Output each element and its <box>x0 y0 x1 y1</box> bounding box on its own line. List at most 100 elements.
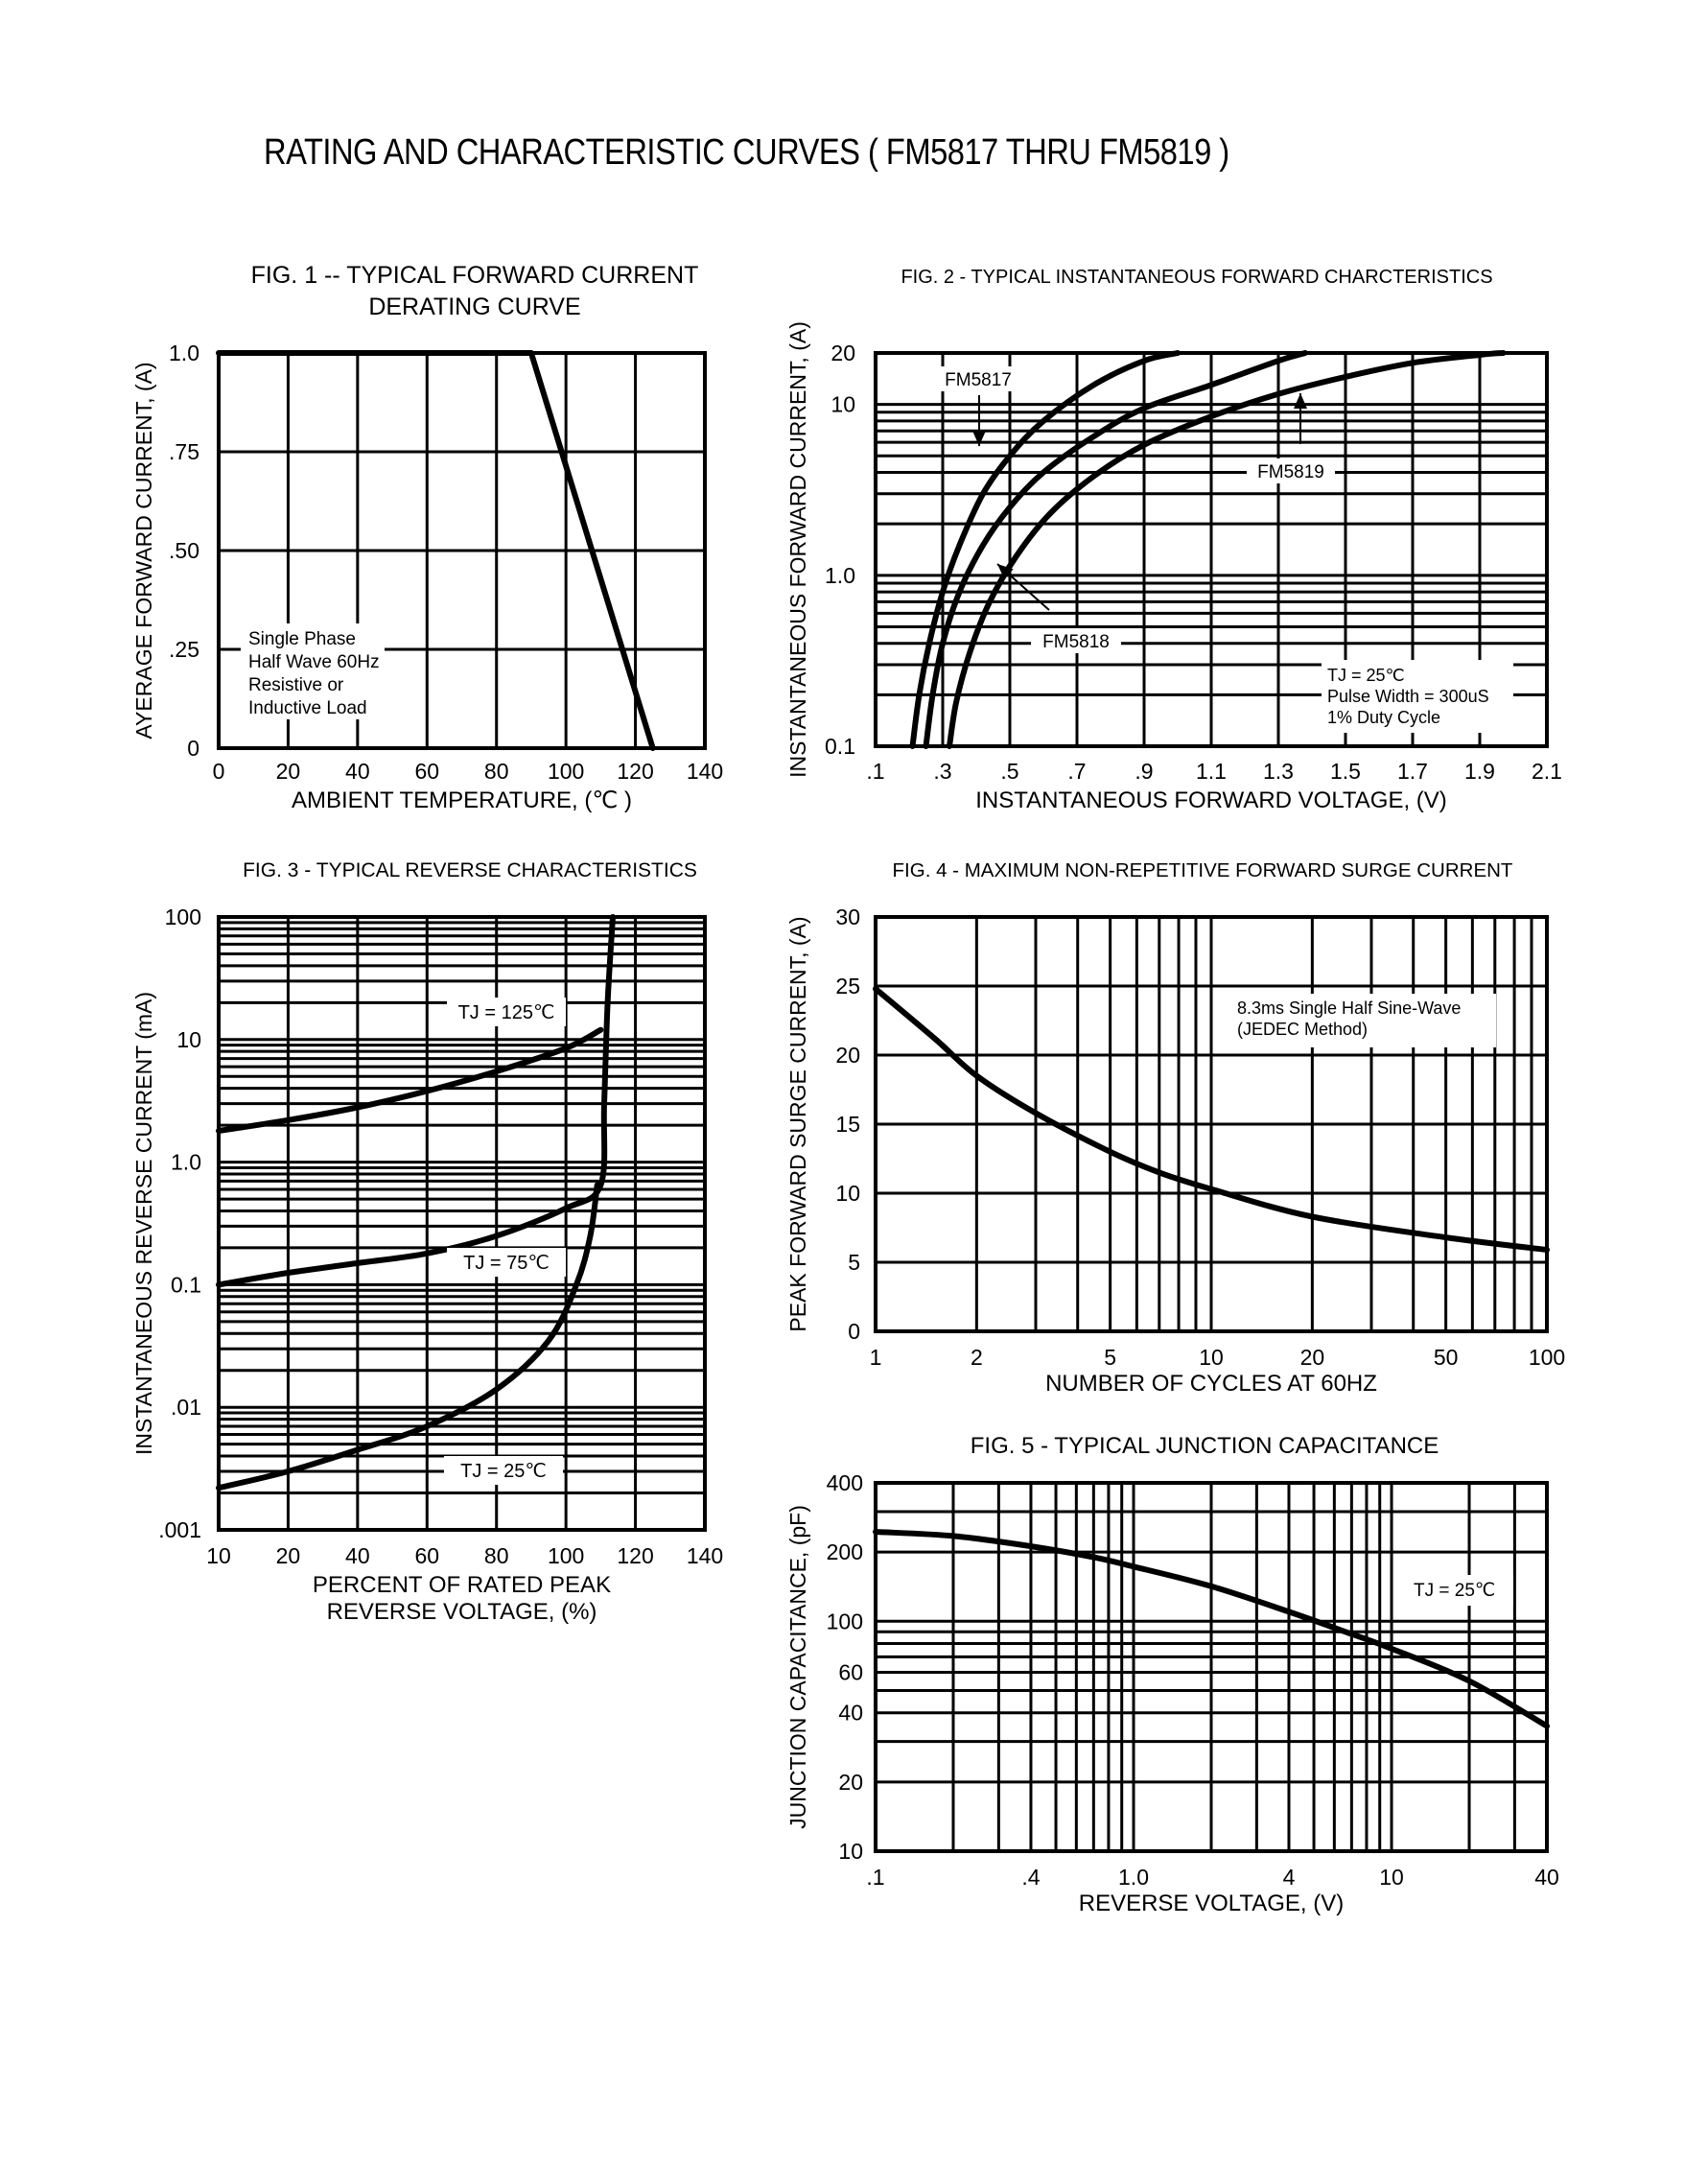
y-tick-label: 1.0 <box>169 341 199 365</box>
x-axis-label: AMBIENT TEMPERATURE, (℃ ) <box>292 787 632 813</box>
condition-line: Pulse Width = 300uS <box>1327 687 1489 706</box>
y-tick-label: 30 <box>835 904 860 929</box>
annotation-line: Resistive or <box>248 675 344 695</box>
annotation-line: Inductive Load <box>248 698 367 718</box>
curve-tj-125 <box>216 1026 604 1134</box>
x-tick-label: 120 <box>617 759 653 784</box>
fig1-chart: FIG. 1 -- TYPICAL FORWARD CURRENT DERATIN… <box>131 262 723 813</box>
x-tick-label: 1.1 <box>1196 759 1227 784</box>
x-tick-label: 20 <box>276 1543 301 1568</box>
plot-frame <box>874 351 1549 748</box>
x-tick-label: 40 <box>345 759 370 784</box>
series-label: TJ = 75℃ <box>463 1253 550 1274</box>
surge-curve <box>873 985 1550 1253</box>
x-tick-label: .3 <box>933 759 951 784</box>
x-tick-label: 10 <box>206 1543 231 1568</box>
fig5-chart: FIG. 5 - TYPICAL JUNCTION CAPACITANCE .1.… <box>785 1433 1559 1916</box>
chart-title: FIG. 3 - TYPICAL REVERSE CHARACTERISTICS <box>243 859 697 881</box>
plot-frame <box>874 1481 1549 1853</box>
x-axis-label: NUMBER OF CYCLES AT 60HZ <box>1045 1371 1377 1397</box>
y-tick-label: 100 <box>165 904 201 929</box>
x-tick-label: 2 <box>971 1345 983 1370</box>
series-label: TJ = 25℃ <box>460 1461 547 1482</box>
series-label-fm5819: FM5819 <box>1257 462 1324 482</box>
y-tick-label: 10 <box>835 1181 860 1206</box>
y-tick-label: 40 <box>838 1701 863 1726</box>
y-tick-label: 20 <box>835 1043 860 1068</box>
label-background <box>241 623 385 719</box>
y-tick-label: .75 <box>169 439 199 464</box>
y-tick-label: 15 <box>835 1112 860 1137</box>
label-background <box>1408 1575 1513 1606</box>
capacitance-curve <box>873 1529 1550 1729</box>
label-background <box>1247 458 1335 483</box>
fig3-chart: FIG. 3 - TYPICAL REVERSE CHARACTERISTICS… <box>131 859 723 1625</box>
y-axis-label: INSTANTANEOUS REVERSE CURRENT (mA) <box>131 992 156 1455</box>
x-tick-label: 2.1 <box>1532 759 1562 784</box>
curve-tj-75 <box>216 914 616 1288</box>
annotation-line: Single Phase <box>248 629 356 649</box>
label-background <box>444 1456 563 1485</box>
y-tick-label: 20 <box>831 341 855 365</box>
plot-frame <box>874 915 1549 1333</box>
y-tick-label: 0.1 <box>171 1272 201 1297</box>
condition-line: TJ = 25℃ <box>1414 1581 1495 1601</box>
curve-tj-25 <box>216 1182 600 1492</box>
x-tick-label: 0 <box>213 759 225 784</box>
x-tick-label: 40 <box>345 1543 370 1568</box>
x-tick-label: 1.9 <box>1464 759 1495 784</box>
x-tick-label: 40 <box>1534 1865 1559 1890</box>
page-title: RATING AND CHARACTERISTIC CURVES ( FM581… <box>264 132 1229 173</box>
curve-fm5817 <box>909 350 1181 749</box>
curve-fm5819 <box>947 350 1507 749</box>
label-background <box>940 366 1017 391</box>
x-tick-label: 20 <box>1300 1345 1325 1370</box>
x-tick-label: .1 <box>866 1865 884 1890</box>
x-tick-label: 60 <box>414 759 439 784</box>
y-axis-label: AYERAGE FORWARD CURRENT, (A) <box>131 362 156 739</box>
y-axis-label: PEAK FORWARD SURGE CURRENT, (A) <box>785 916 810 1331</box>
x-tick-label: 120 <box>617 1543 653 1568</box>
x-tick-label: 10 <box>1199 1345 1224 1370</box>
x-tick-label: .9 <box>1135 759 1153 784</box>
chart-title: FIG. 1 -- TYPICAL FORWARD CURRENT <box>251 262 699 289</box>
y-tick-label: 1.0 <box>171 1150 201 1175</box>
y-tick-label: 10 <box>838 1839 863 1864</box>
x-axis-label: INSTANTANEOUS FORWARD VOLTAGE, (V) <box>975 787 1447 813</box>
x-tick-label: 140 <box>687 1543 723 1568</box>
x-tick-label: 1.3 <box>1263 759 1294 784</box>
x-axis-label: REVERSE VOLTAGE, (%) <box>327 1599 597 1625</box>
y-tick-label: 0 <box>848 1319 860 1344</box>
derating-curve <box>216 350 656 751</box>
label-background <box>1231 994 1496 1047</box>
chart-title: FIG. 5 - TYPICAL JUNCTION CAPACITANCE <box>971 1433 1439 1459</box>
x-tick-label: 140 <box>687 759 723 784</box>
y-tick-label: 100 <box>827 1609 863 1633</box>
x-tick-label: 100 <box>548 1543 584 1568</box>
label-background <box>1031 628 1121 653</box>
y-tick-label: 1.0 <box>825 563 855 588</box>
x-tick-label: 20 <box>276 759 301 784</box>
series-label-fm5818: FM5818 <box>1042 632 1110 652</box>
fig4-chart: FIG. 4 - MAXIMUM NON-REPETITIVE FORWARD … <box>785 859 1565 1397</box>
label-background <box>447 1248 566 1277</box>
x-tick-label: 1.0 <box>1118 1865 1149 1890</box>
x-tick-label: 1.7 <box>1397 759 1428 784</box>
x-tick-label: .5 <box>1000 759 1018 784</box>
y-tick-label: .50 <box>169 538 199 563</box>
annotation-line: Half Wave 60Hz <box>248 652 380 672</box>
y-tick-label: .01 <box>171 1395 201 1420</box>
label-background <box>447 998 566 1026</box>
x-tick-label: .1 <box>866 759 884 784</box>
y-tick-label: 10 <box>176 1027 201 1052</box>
x-tick-label: 1.5 <box>1330 759 1361 784</box>
x-tick-label: 4 <box>1283 1865 1296 1890</box>
x-tick-label: 80 <box>484 759 509 784</box>
y-tick-label: 0.1 <box>825 734 855 759</box>
x-tick-label: .4 <box>1021 1865 1040 1890</box>
fm5819-arrow-head <box>1294 393 1307 409</box>
series-label: TJ = 125℃ <box>458 1002 555 1023</box>
y-tick-label: 60 <box>838 1659 863 1684</box>
series-label-fm5817: FM5817 <box>945 370 1012 390</box>
label-background <box>1322 660 1513 733</box>
